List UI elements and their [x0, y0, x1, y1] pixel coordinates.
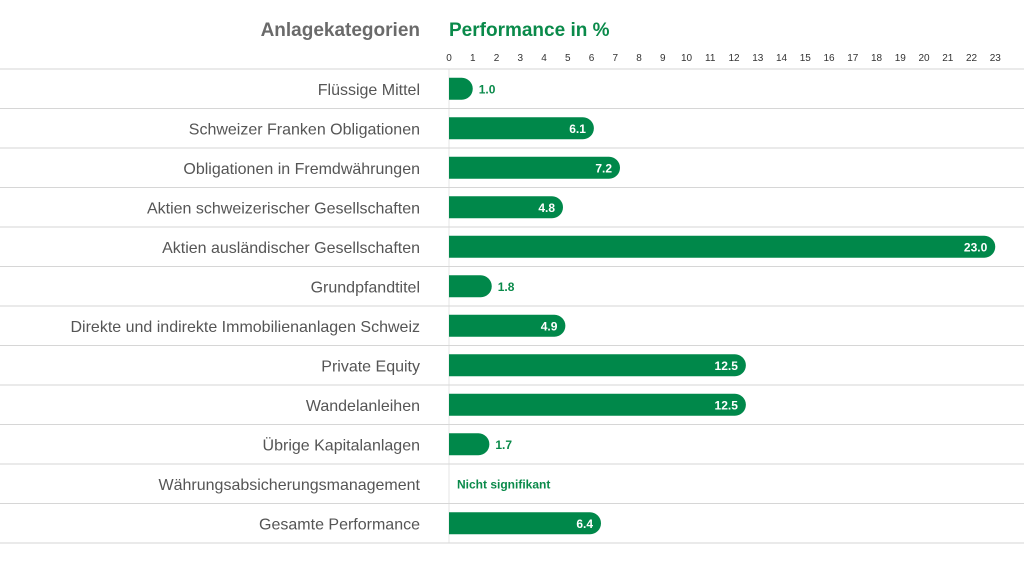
category-label: Flüssige Mittel: [318, 82, 420, 99]
category-label: Schweizer Franken Obligationen: [189, 121, 420, 138]
value-label: 12.5: [715, 398, 739, 412]
x-tick-label: 0: [446, 53, 452, 64]
category-label: Wandelanleihen: [306, 398, 420, 415]
value-label: 1.0: [479, 82, 496, 96]
category-label: Übrige Kapitalanlagen: [263, 436, 420, 454]
bar: [449, 196, 563, 219]
x-tick-label: 21: [942, 53, 954, 64]
x-tick-label: 8: [636, 53, 642, 64]
value-label: 6.1: [569, 122, 586, 136]
category-label: Obligationen in Fremdwährungen: [183, 161, 420, 178]
value-label: 7.2: [595, 161, 612, 175]
x-tick-label: 20: [918, 53, 930, 64]
category-label: Private Equity: [321, 358, 420, 375]
bar: [449, 156, 621, 179]
x-tick-label: 4: [541, 53, 547, 64]
x-tick-label: 18: [871, 53, 883, 64]
x-tick-label: 15: [800, 53, 812, 64]
bar: [449, 354, 746, 377]
x-tick-label: 11: [705, 53, 716, 64]
x-tick-label: 16: [823, 53, 835, 64]
category-label: Direkte und indirekte Immobilienanlagen …: [70, 319, 420, 336]
value-label: 23.0: [964, 240, 988, 254]
bar: [449, 512, 601, 535]
value-label: 4.9: [541, 319, 558, 333]
x-tick-label: 12: [728, 53, 740, 64]
x-tick-label: 13: [752, 53, 764, 64]
value-label: 12.5: [715, 359, 739, 373]
category-label: Aktien schweizerischer Gesellschaften: [147, 200, 420, 217]
value-label: 1.8: [498, 280, 515, 294]
x-tick-label: 2: [494, 53, 500, 64]
value-label: Nicht signifikant: [457, 477, 550, 491]
x-tick-label: 22: [966, 53, 978, 64]
bar: [449, 117, 594, 140]
bar: [449, 235, 996, 258]
x-tick-label: 6: [589, 53, 595, 64]
value-label: 4.8: [538, 201, 555, 215]
bar: [449, 393, 746, 416]
x-tick-label: 9: [660, 53, 666, 64]
bar: [449, 275, 492, 298]
x-tick-label: 7: [612, 53, 618, 64]
x-tick-label: 3: [517, 53, 523, 64]
bar: [449, 77, 473, 100]
x-tick-label: 14: [776, 53, 788, 64]
x-tick-label: 10: [681, 53, 693, 64]
x-tick-label: 17: [847, 53, 859, 64]
category-label: Gesamte Performance: [259, 516, 420, 533]
category-header: Anlagekategorien: [260, 20, 420, 41]
x-tick-label: 5: [565, 53, 571, 64]
x-tick-label: 19: [895, 53, 907, 64]
category-label: Währungsabsicherungsmanagement: [159, 477, 421, 494]
performance-header: Performance in %: [449, 20, 610, 41]
bar: [449, 314, 566, 337]
value-label: 6.4: [576, 517, 593, 531]
category-label: Grundpfandtitel: [311, 279, 420, 296]
x-tick-label: 1: [470, 53, 476, 64]
x-tick-label: 23: [990, 53, 1002, 64]
value-label: 1.7: [495, 438, 512, 452]
bar: [449, 433, 490, 456]
category-label: Aktien ausländischer Gesellschaften: [162, 240, 420, 257]
